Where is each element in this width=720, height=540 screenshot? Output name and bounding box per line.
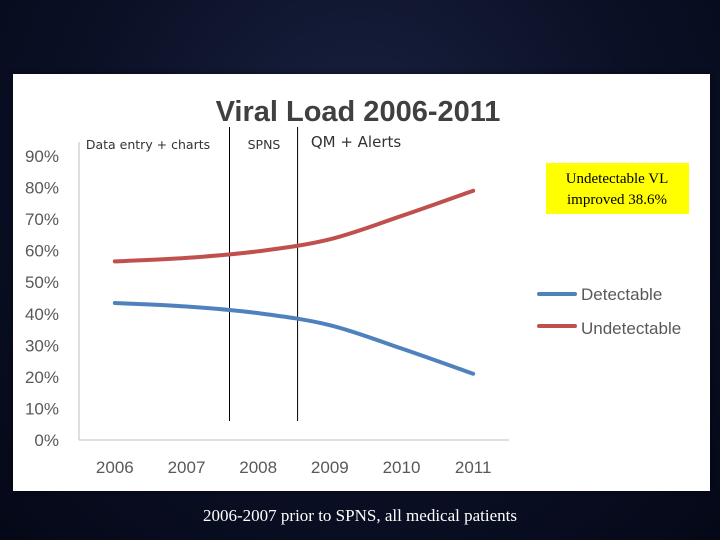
series-layer	[112, 188, 476, 376]
y-tick-label: 0%	[34, 431, 59, 450]
x-tick-label: 2007	[168, 458, 206, 477]
y-tick-label: 30%	[25, 336, 59, 355]
phase-label-data-entry: Data entry + charts	[86, 137, 210, 152]
x-tick-label: 2011	[455, 458, 492, 477]
slide-frame: Viral Load 2006-2011 0% 10% 20% 30% 40% 50% 60…	[13, 74, 710, 491]
x-tick-label: 2009	[311, 458, 349, 477]
x-axis-ticks: 2006 2007 2008 2009 2010 2011	[96, 458, 492, 477]
footnote: 2006-2007 prior to SPNS, all medical pat…	[203, 506, 517, 525]
y-tick-label: 50%	[25, 273, 59, 292]
phase-label-spns: SPNS	[248, 137, 281, 152]
chart-title: Viral Load 2006-2011	[216, 96, 501, 128]
series-line-detectable	[112, 301, 476, 376]
callout-line-1: Undetectable VL	[566, 171, 669, 187]
legend-label-detectable: Detectable	[581, 285, 662, 304]
callout-background	[546, 163, 689, 214]
y-tick-label: 10%	[25, 399, 59, 418]
chart: Viral Load 2006-2011 0% 10% 20% 30% 40% 50% 60…	[25, 96, 689, 477]
y-tick-label: 90%	[25, 147, 59, 166]
callout-box: Undetectable VL improved 38.6%	[546, 163, 689, 214]
callout-line-2: improved 38.6%	[567, 192, 667, 208]
y-tick-label: 60%	[25, 242, 59, 261]
y-tick-label: 40%	[25, 305, 59, 324]
x-tick-label: 2006	[96, 458, 134, 477]
y-tick-label: 80%	[25, 179, 59, 198]
y-tick-label: 70%	[25, 210, 59, 229]
x-tick-label: 2010	[383, 458, 421, 477]
y-tick-label: 20%	[25, 368, 59, 387]
legend: Detectable Undetectable	[537, 285, 681, 338]
series-line-undetectable	[112, 188, 476, 264]
phase-label-qm-alerts: QM + Alerts	[311, 133, 402, 151]
x-tick-label: 2008	[239, 458, 277, 477]
y-axis-ticks: 0% 10% 20% 30% 40% 50% 60% 70% 80% 90%	[25, 147, 59, 450]
legend-label-undetectable: Undetectable	[581, 319, 681, 338]
